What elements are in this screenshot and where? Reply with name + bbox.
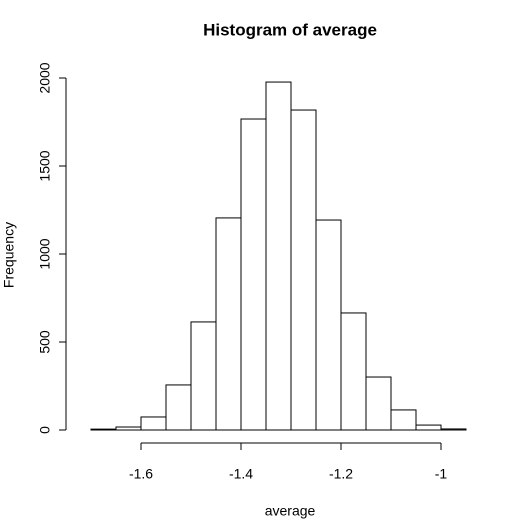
bar [115,426,142,431]
bar [240,118,267,431]
bar [90,428,117,431]
y-tick-label: 1000 [37,238,53,269]
y-axis-label: Frequency [1,222,17,288]
bar [215,217,242,431]
bar [390,409,417,431]
bar [190,321,217,431]
x-tick-label: -1.6 [129,466,153,482]
y-tick-label: 500 [37,330,53,354]
bar [165,384,192,431]
bar [140,416,167,431]
bar [415,424,442,431]
x-tick-label: -1.2 [329,466,353,482]
chart-title: Histogram of average [203,20,377,39]
bar [315,219,342,431]
y-tick-label: 0 [37,426,53,434]
x-tick-label: -1.4 [229,466,253,482]
bar [440,428,467,431]
bar [340,312,367,431]
y-tick-label: 1500 [37,150,53,181]
x-tick-label: -1 [435,466,448,482]
bar [365,376,392,431]
bar [290,109,317,431]
bar [265,81,292,431]
x-axis-label: average [265,503,316,519]
y-tick-label: 2000 [37,62,53,93]
